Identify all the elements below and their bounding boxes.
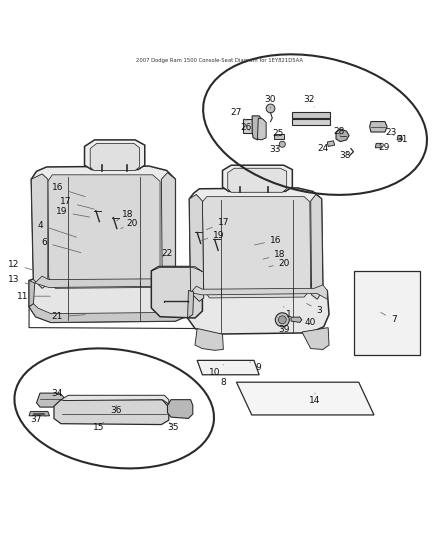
Text: 18: 18 xyxy=(117,211,133,221)
Text: 18: 18 xyxy=(263,250,286,259)
Text: 31: 31 xyxy=(394,135,408,144)
Polygon shape xyxy=(36,393,65,407)
Text: 10: 10 xyxy=(209,365,223,377)
Polygon shape xyxy=(336,129,349,142)
Polygon shape xyxy=(327,141,335,147)
Text: 32: 32 xyxy=(303,95,314,107)
Polygon shape xyxy=(197,360,259,375)
Polygon shape xyxy=(375,143,381,148)
Text: 19: 19 xyxy=(56,207,90,217)
Text: 16: 16 xyxy=(254,236,282,245)
Polygon shape xyxy=(202,197,311,298)
Polygon shape xyxy=(291,317,302,322)
Polygon shape xyxy=(187,285,329,334)
Text: 26: 26 xyxy=(240,123,252,132)
Text: 38: 38 xyxy=(339,151,350,160)
Circle shape xyxy=(266,104,275,113)
Polygon shape xyxy=(29,302,195,322)
Text: 30: 30 xyxy=(265,95,276,108)
Text: 28: 28 xyxy=(333,127,345,136)
Polygon shape xyxy=(354,271,420,354)
Polygon shape xyxy=(302,328,329,350)
Polygon shape xyxy=(244,119,252,133)
Polygon shape xyxy=(151,266,202,272)
Polygon shape xyxy=(292,119,330,125)
Text: 17: 17 xyxy=(60,197,94,209)
Polygon shape xyxy=(31,166,175,304)
Polygon shape xyxy=(252,116,263,140)
Text: 22: 22 xyxy=(161,249,172,258)
Polygon shape xyxy=(397,135,403,140)
Circle shape xyxy=(279,141,286,147)
Text: 13: 13 xyxy=(8,275,28,284)
Text: 7: 7 xyxy=(381,312,396,324)
Text: 6: 6 xyxy=(42,238,81,253)
Text: 21: 21 xyxy=(52,312,85,321)
Text: 9: 9 xyxy=(250,362,261,372)
Text: 11: 11 xyxy=(17,292,50,301)
Text: 4: 4 xyxy=(37,221,77,237)
Text: 20: 20 xyxy=(121,219,138,229)
Text: 23: 23 xyxy=(381,127,397,136)
Polygon shape xyxy=(223,165,292,191)
Polygon shape xyxy=(187,290,194,318)
Text: 29: 29 xyxy=(378,143,390,152)
Polygon shape xyxy=(167,400,193,418)
Text: 8: 8 xyxy=(220,375,228,387)
Text: 35: 35 xyxy=(167,422,179,432)
Polygon shape xyxy=(48,175,160,288)
Polygon shape xyxy=(31,174,48,288)
Polygon shape xyxy=(370,122,387,132)
Polygon shape xyxy=(191,285,327,299)
Text: 27: 27 xyxy=(230,108,246,120)
Text: 20: 20 xyxy=(269,259,290,268)
Polygon shape xyxy=(189,195,204,302)
Text: 34: 34 xyxy=(51,389,65,398)
Text: 36: 36 xyxy=(111,405,122,415)
Text: 12: 12 xyxy=(8,260,33,270)
Polygon shape xyxy=(258,118,266,140)
Text: 40: 40 xyxy=(299,317,316,327)
Text: 25: 25 xyxy=(272,129,284,138)
Polygon shape xyxy=(161,173,175,289)
Text: 39: 39 xyxy=(279,325,290,334)
Polygon shape xyxy=(35,276,193,290)
Polygon shape xyxy=(189,188,323,311)
Polygon shape xyxy=(61,395,169,404)
Text: 2007 Dodge Ram 1500 Console-Seat Diagram for 1EY821D5AA: 2007 Dodge Ram 1500 Console-Seat Diagram… xyxy=(135,58,303,63)
Polygon shape xyxy=(274,134,284,139)
Polygon shape xyxy=(151,266,202,318)
Text: 3: 3 xyxy=(307,304,322,314)
Polygon shape xyxy=(195,328,223,350)
Text: 17: 17 xyxy=(206,219,229,230)
Text: 37: 37 xyxy=(31,415,46,424)
Polygon shape xyxy=(237,382,374,415)
Polygon shape xyxy=(85,140,145,169)
Polygon shape xyxy=(311,195,323,299)
Text: 24: 24 xyxy=(317,144,328,153)
Text: 1: 1 xyxy=(284,306,292,319)
Polygon shape xyxy=(29,411,49,416)
Text: 14: 14 xyxy=(309,393,321,406)
Text: 16: 16 xyxy=(52,183,85,197)
Polygon shape xyxy=(90,143,140,171)
Text: 15: 15 xyxy=(93,422,105,432)
Polygon shape xyxy=(54,400,169,425)
Polygon shape xyxy=(228,168,287,192)
Text: 19: 19 xyxy=(201,231,225,240)
Circle shape xyxy=(276,313,289,327)
Text: 33: 33 xyxy=(269,145,281,154)
Polygon shape xyxy=(29,276,195,322)
Polygon shape xyxy=(292,111,330,118)
Circle shape xyxy=(279,316,286,324)
Polygon shape xyxy=(29,280,35,306)
